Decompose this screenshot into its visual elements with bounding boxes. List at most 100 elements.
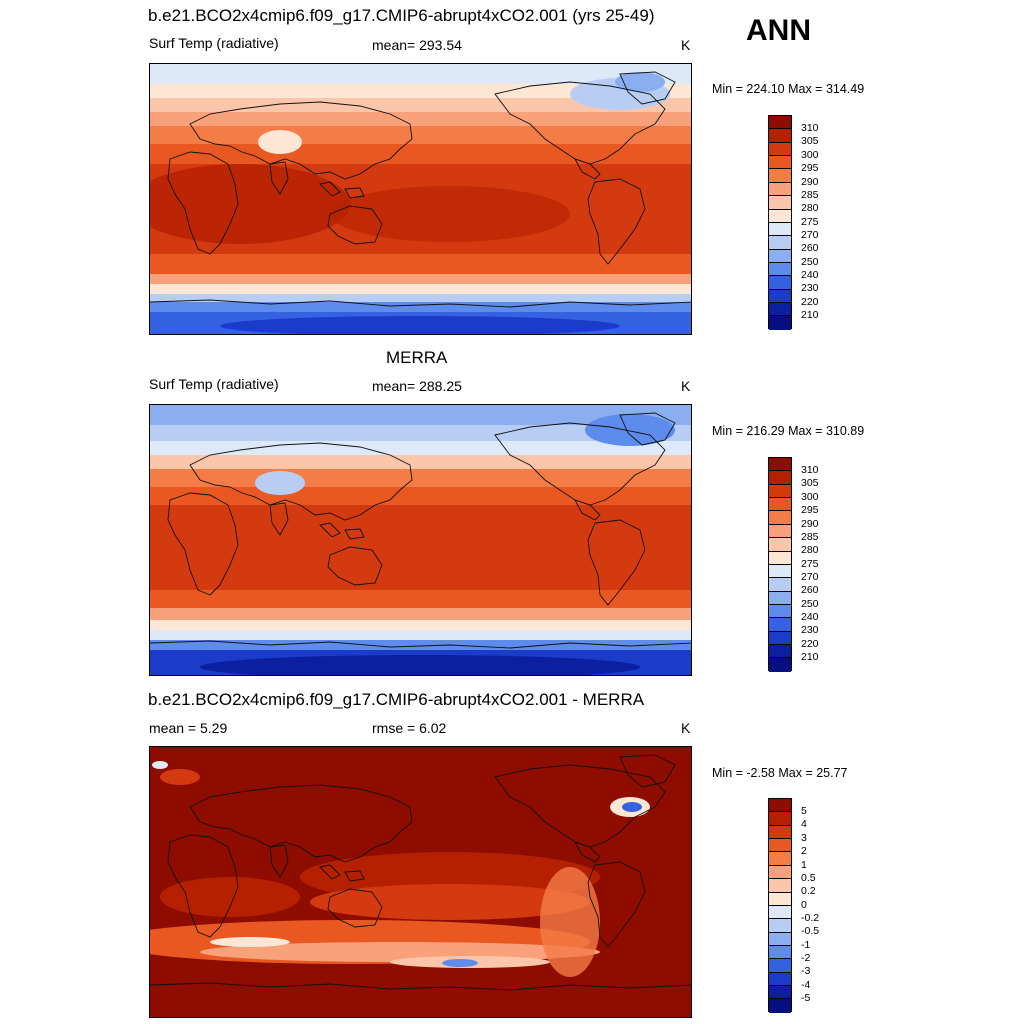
season-label: ANN [746,14,811,47]
panel1-units: K [681,37,691,53]
panel3-mean: mean = 5.29 [149,720,228,736]
panel1-colorbar-label: 210 [801,309,819,322]
panel3-units: K [681,720,691,736]
panel3-colorbar-label: -0.2 [801,912,820,924]
panel1-colorbar-swatch [769,303,791,317]
panel2-colorbar-swatch [769,458,791,472]
panel2-colorbar-swatch [769,551,791,565]
panel2-colorbar-swatch [769,471,791,485]
panel3-colorbar-label: -1 [801,938,811,951]
panel2-colorbar-label: 240 [801,611,819,624]
panel2-units: K [681,378,691,394]
panel1-colorbar-swatch [769,316,791,330]
panel1-colorbar-swatch [769,156,791,170]
panel3-colorbar-swatch [769,799,791,813]
panel2-colorbar-label: 305 [801,477,819,490]
panel2-colorbar-label: 220 [801,637,819,650]
panel1-colorbar-label: 285 [801,188,819,201]
panel3-colorbar-label: -4 [801,978,811,991]
panel1-colorbar-swatch [769,169,791,183]
panel3-rmse: rmse = 6.02 [372,720,447,736]
panel3-title: b.e21.BCO2x4cmip6.f09_g17.CMIP6-abrupt4x… [148,690,645,709]
panel3-colorbar-label: 0.5 [801,871,816,884]
panel2-colorbar-swatch [769,618,791,632]
panel2-minmax: Min = 216.29 Max = 310.89 [712,424,865,438]
panel1-mean: mean= 293.54 [372,37,462,53]
panel3-colorbar-label: -0.5 [801,925,820,938]
panel1-colorbar-label: 250 [801,255,819,268]
panel2-colorbar-swatch [769,645,791,659]
panel1-colorbar-swatch [769,249,791,263]
panel3-colorbar-label: 2 [801,845,807,858]
panel1-colorbar-label: 240 [801,269,819,282]
panel1-colorbar-label: 310 [801,122,819,134]
panel1-colorbar-swatch [769,236,791,250]
panel2-colorbar-label: 250 [801,597,819,610]
panel3-colorbar-label: 5 [801,805,807,817]
panel3-colorbar-label: 3 [801,831,807,844]
panel1-colorbar-label: 300 [801,148,819,161]
panel2-colorbar-label: 210 [801,651,819,664]
panel1-colorbar-swatch [769,142,791,157]
panel3-colorbar-swatch [769,959,791,973]
panel3-colorbar-swatch [769,919,791,933]
panel2-colorbar-label: 230 [801,624,819,637]
panel1-map [149,63,692,335]
panel2-colorbar-swatch [769,591,791,605]
panel2-colorbar-swatch [769,484,791,499]
panel3-colorbar-swatch [769,945,791,960]
panel2-colorbar-label: 290 [801,517,819,530]
panel2-colorbar-swatch [769,524,791,539]
panel1-colorbar-label: 280 [801,202,819,215]
panel2-colorbar [768,457,792,672]
panel2-colorbar-swatch [769,538,791,552]
panel1-colorbar-label: 230 [801,282,819,295]
panel3-map [149,746,692,1018]
panel2-variable: Surf Temp (radiative) [149,376,279,392]
panel2-colorbar-swatch [769,604,791,619]
panel1-colorbar-swatch [769,129,791,143]
panel2-colorbar-label: 310 [801,464,819,476]
panel1-colorbar-swatch [769,209,791,223]
panel3-colorbar-swatch [769,932,791,946]
panel2-colorbar-label: 260 [801,584,819,597]
panel2-colorbar-label: 295 [801,504,819,517]
panel2-colorbar-swatch [769,564,791,579]
panel1-colorbar-swatch [769,262,791,277]
panel2-colorbar-label: 285 [801,530,819,543]
panel2-map [149,404,692,676]
panel1-colorbar-label: 220 [801,295,819,308]
panel3-colorbar-label: 4 [801,818,807,831]
panel3-colorbar-label: 0 [801,898,807,911]
panel2-colorbar-label: 300 [801,490,819,503]
panel3-colorbar-label: -5 [801,992,811,1005]
panel3-colorbar-swatch [769,986,791,1000]
panel1-colorbar-label: 270 [801,229,819,241]
panel3-colorbar-swatch [769,865,791,880]
panel3-colorbar-label: 0.2 [801,885,816,898]
panel1-colorbar-swatch [769,182,791,197]
panel2-colorbar-swatch [769,578,791,592]
panel1-colorbar-swatch [769,289,791,304]
panel1-colorbar-label: 290 [801,175,819,188]
panel2-colorbar-swatch [769,498,791,512]
panel3-colorbar-swatch [769,825,791,840]
panel3-colorbar-label: 1 [801,858,807,871]
panel2-colorbar-swatch [769,511,791,525]
panel1-minmax: Min = 224.10 Max = 314.49 [712,82,865,96]
panel2-title: MERRA [386,348,448,367]
panel1-variable: Surf Temp (radiative) [149,35,279,51]
panel1-colorbar-label: 305 [801,135,819,148]
panel2-colorbar-label: 280 [801,544,819,557]
panel1-colorbar-swatch [769,116,791,130]
panel2-colorbar-swatch [769,631,791,646]
panel2-colorbar-label: 275 [801,557,819,570]
panel1-title: b.e21.BCO2x4cmip6.f09_g17.CMIP6-abrupt4x… [148,6,655,25]
panel3-colorbar [768,798,792,1013]
panel3-colorbar-swatch [769,972,791,987]
panel1-colorbar-label: 295 [801,162,819,175]
panel3-colorbar-swatch [769,905,791,920]
panel1-colorbar-label: 275 [801,215,819,228]
panel2-colorbar-swatch [769,658,791,672]
panel1-colorbar-swatch [769,222,791,237]
